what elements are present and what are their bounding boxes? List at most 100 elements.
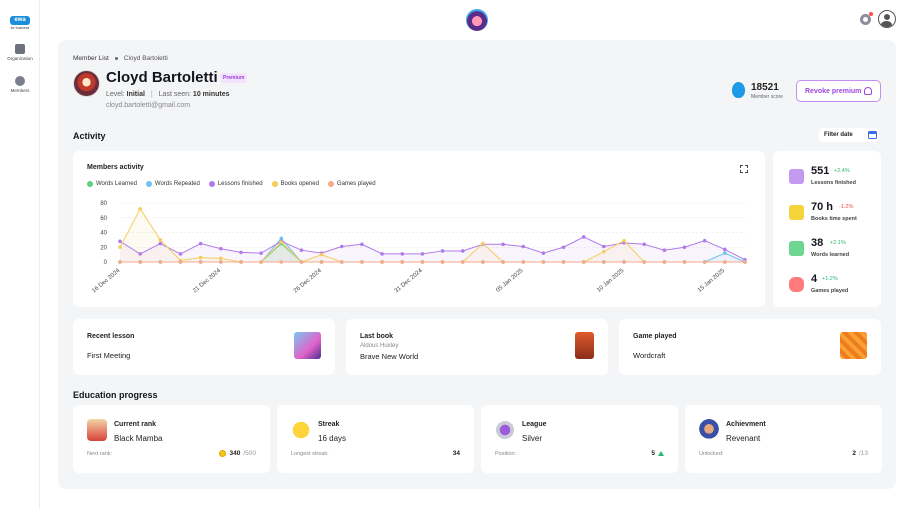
- data-point: [440, 260, 445, 264]
- mascot-avatar[interactable]: [466, 9, 488, 31]
- x-tick-label: 31 Dec 2024: [394, 268, 424, 295]
- longest-streak-number: 34: [452, 450, 460, 457]
- members-activity-chart: 0 20 40 60 80 16 Dec 2024 21 Dec 2024 26 Dec 20…: [91, 201, 747, 295]
- legend-words-learned[interactable]: Words Learned: [87, 181, 137, 187]
- position-value: 5: [651, 450, 664, 457]
- profile-avatar: [73, 70, 100, 97]
- level-label: Level:: [106, 91, 125, 98]
- recent-lesson-card[interactable]: Recent lesson First Meeting: [73, 319, 335, 375]
- legend-label: Lessons finished: [217, 181, 263, 187]
- book-title: Brave New World: [360, 352, 419, 361]
- data-point: [279, 240, 284, 244]
- gear-icon[interactable]: [860, 14, 871, 25]
- data-point: [602, 244, 606, 249]
- game-played-card[interactable]: Game played Wordcraft: [619, 319, 881, 375]
- data-point: [541, 251, 546, 255]
- data-point: [702, 260, 707, 264]
- data-point: [178, 260, 183, 264]
- achievement-value: Revenant: [726, 434, 761, 443]
- data-point: [380, 252, 384, 256]
- next-rank-label: Next rank:: [87, 451, 113, 457]
- premium-badge: Premium: [220, 73, 248, 83]
- league-value: Silver: [522, 434, 543, 443]
- data-point: [219, 260, 223, 264]
- data-point: [360, 260, 364, 264]
- data-point: [602, 249, 606, 254]
- legend-lessons-finished[interactable]: Lessons finished: [208, 181, 263, 187]
- stat-books-time: 70 h -1.2% Books time spent: [789, 201, 879, 225]
- streak-card[interactable]: Streak 16 days Longest streak: 34: [277, 405, 474, 473]
- top-bar: [40, 0, 914, 40]
- stat-label: Lessons finished: [811, 180, 856, 186]
- breadcrumb-current: Cloyd Bartoletti: [123, 55, 168, 62]
- level-value: Initial: [126, 91, 145, 98]
- data-point: [622, 238, 626, 243]
- sidebar-item-members[interactable]: Members: [0, 76, 40, 93]
- data-point: [400, 260, 405, 264]
- profile-meta: Level: Initial | Last seen: 10 minutes: [106, 91, 230, 98]
- league-card[interactable]: League Silver Position: 5: [481, 405, 678, 473]
- data-point: [138, 260, 142, 264]
- y-tick-label: 60: [100, 216, 107, 222]
- meta-divider: |: [150, 91, 153, 98]
- current-rank-card[interactable]: Current rank Black Mamba Next rank: 340 …: [73, 405, 270, 473]
- calendar-icon[interactable]: [868, 131, 877, 139]
- breadcrumb-member-list[interactable]: Member List: [73, 55, 109, 62]
- members-activity-card: 0 20 40 60 80 16 Dec 2024 21 Dec 2024 26 Dec 20…: [73, 151, 765, 307]
- data-point: [460, 249, 465, 253]
- book-author: Aldous Huxley: [360, 343, 399, 349]
- data-point: [723, 260, 727, 264]
- y-tick-label: 80: [100, 201, 107, 207]
- user-account-icon[interactable]: [878, 10, 896, 28]
- revoke-premium-button[interactable]: Revoke premium: [796, 80, 881, 102]
- lesson-thumbnail: [294, 332, 321, 359]
- revoke-premium-label: Revoke premium: [805, 87, 862, 95]
- last-book-card[interactable]: Last book Aldous Huxley Brave New World: [346, 319, 608, 375]
- data-point: [239, 250, 243, 255]
- longest-streak-label: Longest streak:: [291, 451, 329, 457]
- data-point: [239, 260, 243, 264]
- sidebar-item-label: Members: [10, 88, 30, 93]
- series-area: [120, 238, 745, 262]
- data-point: [662, 260, 667, 264]
- achievement-card[interactable]: Achievment Revenant Unlocked: 2 /13: [685, 405, 882, 473]
- legend-books-opened[interactable]: Books opened: [271, 181, 319, 187]
- sidebar-item-label: Organization: [7, 56, 33, 61]
- legend-marker: [87, 181, 93, 187]
- game-name: Wordcraft: [633, 351, 666, 360]
- data-point: [682, 245, 687, 250]
- expand-icon[interactable]: [739, 164, 748, 173]
- data-point: [118, 239, 122, 244]
- stat-words-learned: 38 +2.1% Words learned: [789, 237, 879, 261]
- data-point: [400, 252, 405, 256]
- data-point: [581, 235, 586, 239]
- data-point: [460, 260, 465, 264]
- filter-date-button[interactable]: Filter date: [819, 128, 879, 142]
- coin-icon: [219, 450, 227, 457]
- data-point: [138, 207, 142, 211]
- card-title: Game played: [633, 333, 677, 340]
- data-point: [319, 252, 324, 257]
- sidebar-item-organization[interactable]: Organization: [0, 44, 40, 61]
- data-point: [158, 260, 163, 264]
- data-point: [420, 252, 425, 256]
- sidebar: ewa for business Organization Members: [0, 0, 40, 508]
- breadcrumb: Member List Cloyd Bartoletti: [73, 55, 168, 62]
- app-logo[interactable]: ewa for business: [10, 16, 30, 30]
- data-point: [501, 260, 505, 264]
- chart-legend: Words Learned Words Repeated Lessons fin…: [87, 181, 376, 187]
- legend-games-played[interactable]: Games played: [327, 181, 376, 187]
- legend-words-repeated[interactable]: Words Repeated: [145, 181, 200, 187]
- data-point: [299, 260, 304, 264]
- series-area: [120, 236, 745, 262]
- data-point: [360, 242, 364, 247]
- legend-marker: [327, 181, 334, 187]
- data-point: [118, 245, 122, 250]
- data-point: [521, 244, 526, 249]
- stat-label: Words learned: [811, 252, 850, 258]
- data-point: [158, 241, 163, 246]
- stat-delta: -1.2%: [839, 204, 854, 210]
- data-point: [602, 260, 606, 264]
- x-tick-label: 15 Jan 2025: [697, 268, 727, 294]
- recent-lesson-value: First Meeting: [87, 351, 131, 360]
